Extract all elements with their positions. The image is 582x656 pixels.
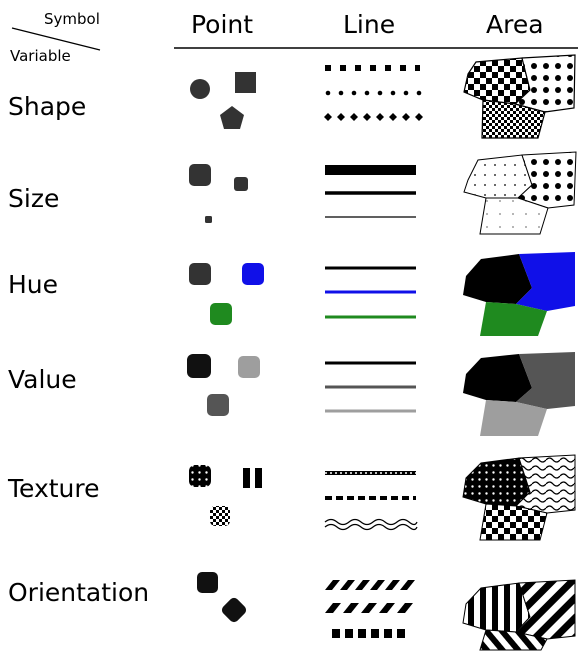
corner-variable-label: Variable — [10, 47, 71, 65]
row-label-hue: Hue — [8, 270, 59, 299]
hue-area-patches — [463, 252, 575, 336]
value-line-symbols — [325, 361, 416, 413]
shape-point-symbols — [190, 72, 256, 129]
size-line-symbols — [325, 165, 416, 218]
value-point-symbols — [187, 354, 260, 416]
row-label-value: Value — [8, 365, 77, 394]
orientation-point-symbols — [197, 572, 247, 623]
orientation-area-patches — [462, 579, 576, 651]
shape-area-patches — [463, 54, 576, 139]
row-label-size: Size — [8, 184, 60, 213]
shape-line-symbols — [324, 65, 423, 121]
texture-area-patches — [462, 454, 576, 541]
row-label-texture: Texture — [8, 474, 100, 503]
texture-point-symbols — [189, 465, 262, 526]
texture-line-symbols — [324, 471, 418, 531]
hue-line-symbols — [325, 266, 416, 319]
size-point-symbols — [189, 164, 248, 223]
row-label-orientation: Orientation — [8, 578, 150, 607]
row-label-shape: Shape — [8, 92, 87, 121]
column-header-line: Line — [343, 10, 396, 39]
value-area-patches — [463, 352, 575, 436]
corner-symbol-label: Symbol — [44, 10, 100, 28]
column-header-point: Point — [191, 10, 254, 39]
corner-diagonal-line — [11, 27, 101, 51]
size-area-patches — [463, 151, 577, 235]
orientation-line-symbols — [325, 580, 415, 638]
hue-point-symbols — [189, 263, 264, 325]
column-header-area: Area — [486, 10, 544, 39]
